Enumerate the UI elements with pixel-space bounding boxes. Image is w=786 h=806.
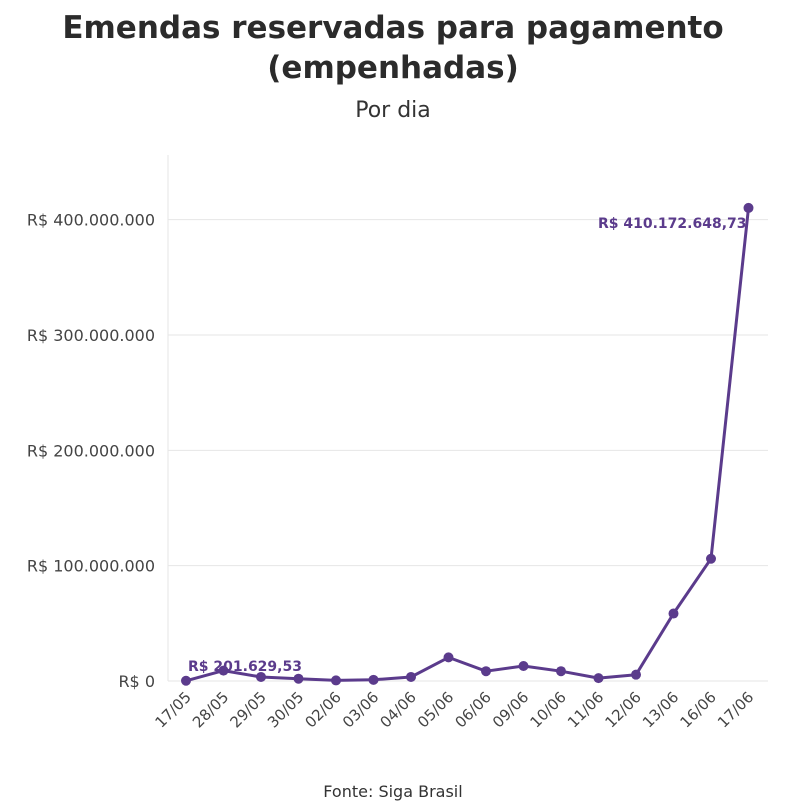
data-point	[293, 673, 304, 684]
x-tick-label: 06/06	[452, 688, 495, 731]
x-tick-label: 10/06	[527, 688, 570, 731]
data-point	[518, 661, 529, 672]
data-point	[331, 675, 341, 686]
data-label: R$ 201.629,53	[188, 659, 302, 675]
data-point	[443, 652, 454, 663]
chart-title-line2: (empenhadas)	[267, 50, 519, 86]
y-tick-label: R$ 300.000.000	[27, 326, 155, 345]
y-tick-label: R$ 200.000.000	[27, 441, 155, 460]
chart-subtitle: Por dia	[355, 98, 431, 123]
data-point	[706, 553, 716, 564]
data-point	[181, 675, 191, 686]
x-tick-label: 03/06	[339, 688, 382, 731]
x-tick-label: 05/06	[414, 688, 457, 731]
source-note: Fonte: Siga Brasil	[323, 782, 463, 801]
x-tick-label: 12/06	[602, 688, 645, 731]
x-tick-label: 17/05	[152, 688, 195, 731]
data-point	[631, 669, 641, 680]
y-tick-label: R$ 400.000.000	[27, 211, 155, 230]
chart-title-line1: Emendas reservadas para pagamento	[62, 10, 724, 46]
x-tick-label: 16/06	[677, 688, 720, 731]
x-tick-label: 09/06	[489, 688, 532, 731]
x-tick-label: 02/06	[302, 688, 345, 731]
x-tick-label: 11/06	[564, 688, 607, 731]
x-tick-label: 30/05	[264, 688, 307, 731]
series-line	[185, 207, 750, 683]
x-tick-label: 17/06	[714, 688, 757, 731]
data-point	[256, 671, 266, 682]
data-point	[406, 671, 416, 682]
data-point	[556, 666, 566, 677]
y-tick-label: R$ 0	[118, 672, 155, 691]
x-tick-label: 29/05	[227, 688, 270, 731]
data-point	[593, 673, 604, 684]
data-label: R$ 410.172.648,73	[598, 216, 747, 232]
data-point	[218, 665, 229, 676]
line-chart: R$ 0 R$ 100.000.000 R$ 200.000.000 R$ 300.0…	[27, 155, 768, 731]
chart-title: Emendas reservadas para pagamento (empen…	[0, 8, 786, 88]
data-point	[368, 674, 379, 685]
x-tick-label: 28/05	[189, 688, 232, 731]
x-tick-label: 04/06	[377, 688, 420, 731]
data-point	[481, 666, 491, 677]
x-tick-label: 13/06	[639, 688, 682, 731]
data-point	[668, 608, 679, 619]
y-tick-label: R$ 100.000.000	[27, 557, 155, 576]
data-point	[743, 202, 754, 213]
